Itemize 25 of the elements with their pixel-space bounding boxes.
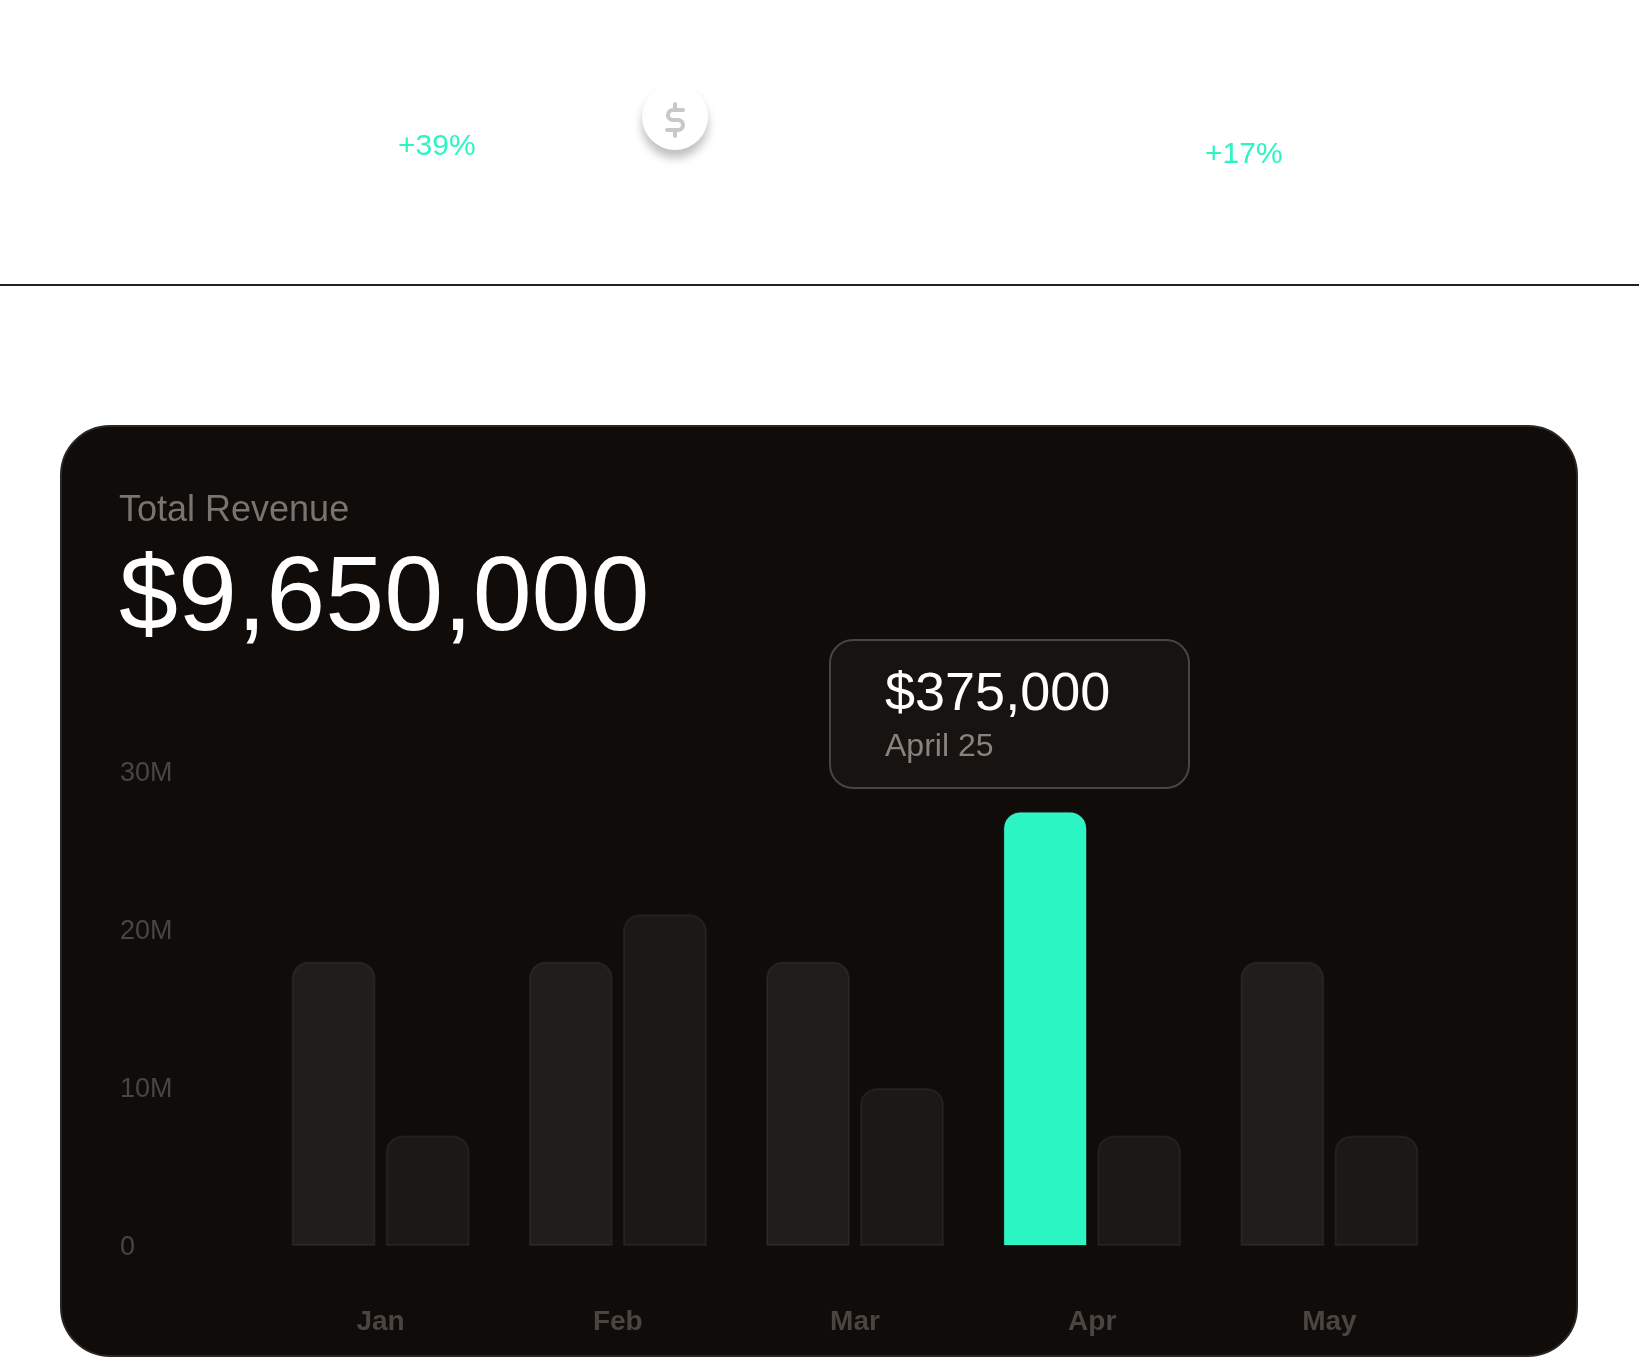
text: $375,000 <box>885 660 1112 723</box>
x-tick-label: Feb <box>592 1304 643 1336</box>
text: April 25 <box>885 726 995 765</box>
bar <box>385 1135 470 1246</box>
text: +39% <box>398 128 476 162</box>
bar <box>765 961 850 1246</box>
bar <box>291 961 376 1246</box>
text: +17% <box>1205 136 1283 170</box>
y-tick-label: 10M <box>120 1073 173 1103</box>
chart-subtitle: $9,650,000 <box>119 534 650 652</box>
bar <box>1003 811 1088 1246</box>
bar <box>528 961 613 1246</box>
y-tick-label: 30M <box>120 757 173 787</box>
y-tick-label: 0 <box>120 1231 136 1261</box>
bar <box>622 914 707 1246</box>
bar <box>1097 1135 1182 1246</box>
bar <box>1334 1135 1419 1246</box>
y-tick-label: 20M <box>120 915 173 945</box>
bar <box>1240 961 1325 1246</box>
x-tick-label: May <box>1302 1304 1358 1336</box>
x-tick-label: Mar <box>830 1304 880 1336</box>
x-tick-label: Jan <box>356 1304 405 1336</box>
chart-title: Total Revenue <box>119 487 350 529</box>
bar <box>860 1088 945 1246</box>
x-tick-label: Apr <box>1068 1304 1117 1336</box>
